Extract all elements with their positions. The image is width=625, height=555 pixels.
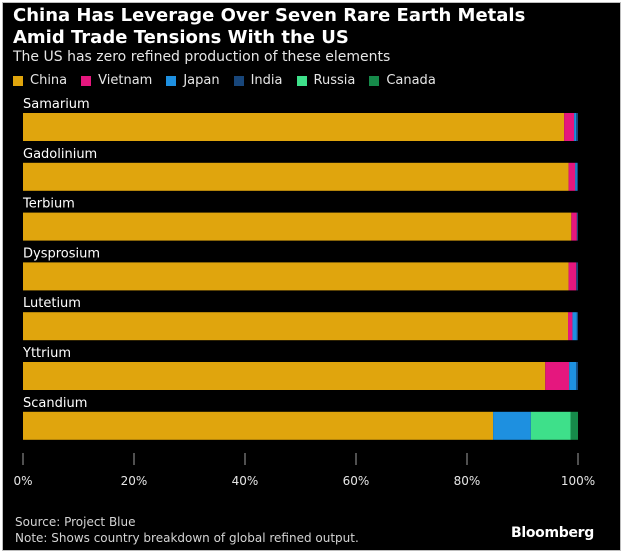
legend-swatch xyxy=(296,75,307,86)
bar-scandium-russia xyxy=(530,411,571,440)
bar-yttrium-india xyxy=(576,362,578,390)
legend-item-vietnam: Vietnam xyxy=(81,73,152,88)
bar-samarium-japan xyxy=(574,113,577,141)
legend-swatch xyxy=(81,75,92,86)
footer-source: Source: Project Blue xyxy=(15,515,136,529)
bar-samarium-china xyxy=(23,113,565,141)
bar-dysprosium-vietnam xyxy=(568,262,577,291)
bar-dysprosium-china xyxy=(23,262,569,291)
legend-label: China xyxy=(30,73,68,88)
bar-scandium-china xyxy=(23,411,494,440)
bar-samarium-vietnam xyxy=(564,113,575,141)
bloomberg-logo: Bloomberg xyxy=(510,525,594,541)
category-label: Gadolinium xyxy=(23,147,97,162)
x-tick-label: 60% xyxy=(343,474,370,488)
legend-item-canada: Canada xyxy=(369,73,436,88)
bar-lutetium-japan xyxy=(572,312,577,341)
legend-label: Vietnam xyxy=(98,73,153,88)
legend-item-russia: Russia xyxy=(296,73,356,88)
x-tick-label: 40% xyxy=(232,474,259,488)
x-tick-label: 100% xyxy=(561,474,595,488)
bar-yttrium-vietnam xyxy=(545,362,570,390)
legend-swatch xyxy=(369,75,380,86)
legend-swatch xyxy=(166,75,177,86)
category-label: Dysprosium xyxy=(23,246,100,261)
bar-terbium-vietnam xyxy=(571,212,577,241)
legend-label: India xyxy=(250,73,283,88)
footer-note: Note: Shows country breakdown of global … xyxy=(15,531,359,545)
x-tick-label: 20% xyxy=(121,474,148,488)
bar-lutetium-india xyxy=(576,312,578,341)
bar-dysprosium-india xyxy=(576,262,578,291)
chart-subtitle: The US has zero refined production of th… xyxy=(13,49,391,65)
bar-gadolinium-china xyxy=(23,162,569,191)
bar-scandium-canada xyxy=(570,411,578,440)
chart-plot: Samarium Gadolinium Terbium Dysprosium Lutet… xyxy=(13,97,595,488)
bar-lutetium-vietnam xyxy=(568,312,573,341)
chart-frame: China Has Leverage Over Seven Rare Earth… xyxy=(2,2,621,551)
bar-terbium-china xyxy=(23,212,572,241)
bar-terbium-india xyxy=(576,212,578,241)
x-tick-label: 80% xyxy=(454,474,481,488)
category-label: Terbium xyxy=(22,197,75,212)
legend-item-japan: Japan xyxy=(166,73,220,88)
chart-title: China Has Leverage Over Seven Rare Earth… xyxy=(13,5,526,48)
bar-gadolinium-india xyxy=(576,162,578,191)
category-label: Lutetium xyxy=(23,296,81,311)
legend: China Vietnam Japan India Russia Canada xyxy=(13,73,450,88)
legend-swatch xyxy=(13,75,23,86)
category-label: Scandium xyxy=(23,396,87,411)
legend-label: Japan xyxy=(183,73,220,88)
x-tick-label: 0% xyxy=(13,474,32,488)
bar-gadolinium-japan xyxy=(575,162,577,191)
category-label: Yttrium xyxy=(22,346,71,361)
bar-scandium-japan xyxy=(493,411,531,440)
bar-yttrium-china xyxy=(23,362,546,390)
bar-samarium-india xyxy=(576,113,578,141)
bar-lutetium-china xyxy=(23,312,569,341)
bar-yttrium-japan xyxy=(569,362,577,390)
bar-gadolinium-vietnam xyxy=(568,162,576,191)
legend-label: Russia xyxy=(313,73,356,88)
legend-label: Canada xyxy=(386,73,436,88)
legend-item-india: India xyxy=(233,73,283,88)
legend-swatch xyxy=(233,75,244,86)
legend-item-china: China xyxy=(13,73,67,88)
category-label: Samarium xyxy=(23,97,90,112)
